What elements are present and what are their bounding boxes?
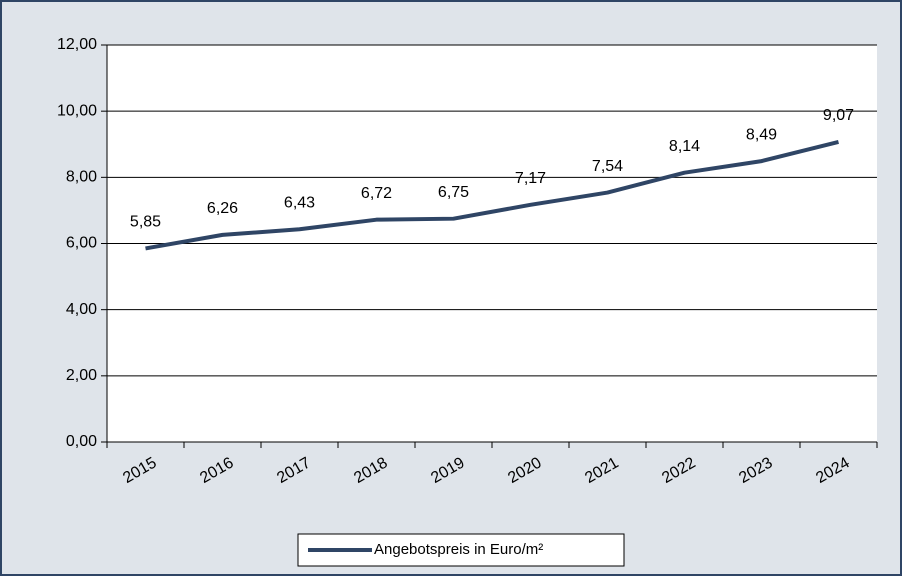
data-label: 7,54	[592, 158, 623, 175]
data-label: 8,49	[746, 126, 777, 143]
y-tick-label: 6,00	[66, 235, 97, 252]
data-label: 6,72	[361, 185, 392, 202]
y-tick-label: 10,00	[57, 102, 97, 119]
y-tick-label: 0,00	[66, 433, 97, 450]
legend-label: Angebotspreis in Euro/m²	[374, 541, 543, 558]
y-tick-label: 2,00	[66, 367, 97, 384]
y-tick-label: 4,00	[66, 301, 97, 318]
data-label: 6,43	[284, 194, 315, 211]
series-line	[145, 139, 839, 251]
y-tick-label: 8,00	[66, 169, 97, 186]
data-label: 9,07	[823, 107, 854, 124]
data-label: 7,17	[515, 170, 546, 187]
data-label: 8,14	[669, 138, 700, 155]
y-tick-label: 12,00	[57, 36, 97, 53]
data-label: 6,26	[207, 200, 238, 217]
data-label: 5,85	[130, 214, 161, 231]
data-label: 6,75	[438, 184, 469, 201]
